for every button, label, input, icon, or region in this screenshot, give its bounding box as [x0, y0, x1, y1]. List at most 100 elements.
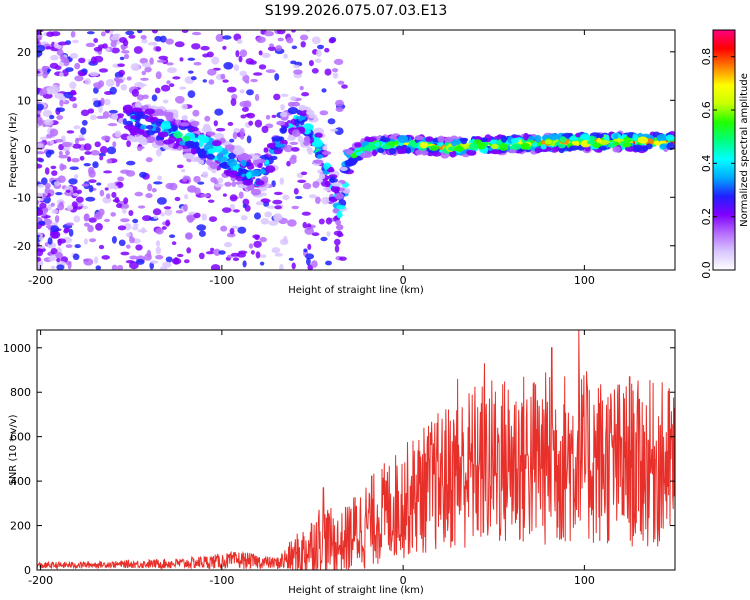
spectrogram-cell — [44, 187, 51, 194]
spectrogram-cell — [136, 258, 145, 265]
spectrogram-cell — [69, 81, 77, 89]
spectrogram-cell — [132, 218, 139, 224]
spectrogram-cell — [207, 68, 217, 76]
spectrogram-cell — [248, 243, 254, 249]
spectrogram-cell — [74, 174, 79, 179]
spectrogram-cell — [298, 104, 307, 111]
spectrogram-cell — [245, 58, 254, 65]
spectrogram-cell — [111, 236, 117, 244]
spectrogram-cell — [71, 158, 80, 163]
spectrogram-cell — [68, 228, 74, 237]
spectrogram-cell — [38, 236, 44, 241]
spectrogram-cell — [114, 130, 121, 138]
spectrogram-cell — [377, 148, 385, 153]
spectrogram-cell — [126, 76, 132, 81]
spectrogram-cell — [181, 30, 189, 33]
spectrogram-cell — [104, 218, 110, 223]
spectrogram-cell — [133, 223, 139, 227]
spectrogram-cell — [155, 246, 161, 255]
spectrogram-cell — [299, 109, 308, 117]
spectrogram-cell — [182, 135, 189, 142]
spectrogram-cell — [112, 33, 121, 38]
spectrogram-cell — [306, 257, 311, 266]
spectrogram-cell — [237, 154, 249, 163]
spectrogram-cell — [82, 205, 89, 210]
spectrogram-cell — [255, 180, 265, 186]
spectrogram-cell — [241, 107, 249, 112]
spectrogram-cell — [56, 49, 64, 56]
spectrogram-cell — [49, 128, 59, 137]
spectrogram-cell — [153, 181, 163, 185]
spectrogram-cell — [185, 233, 193, 239]
spectrogram-cell — [55, 192, 63, 196]
spectrogram-cell — [122, 104, 133, 113]
spectrogram-cell — [169, 234, 176, 238]
spectrogram-y-tick-label: 0 — [24, 143, 31, 156]
spectrogram-cell — [224, 144, 236, 150]
spectrogram-cell — [80, 127, 87, 135]
spectrogram-cell — [98, 152, 106, 157]
spectrogram-y-tick-label: -10 — [13, 191, 31, 204]
spectrogram-cell — [58, 154, 68, 159]
spectrogram-cell — [51, 170, 58, 176]
spectrogram-cell — [37, 30, 42, 36]
spectrogram-cell — [227, 121, 234, 126]
spectrogram-cell — [274, 73, 280, 81]
spectrogram-cell — [341, 84, 348, 89]
spectrogram-cell — [637, 132, 643, 138]
spectrogram-cell — [354, 142, 362, 148]
spectrogram-cell — [83, 238, 88, 245]
spectrogram-cell — [50, 202, 55, 207]
spectrogram-cell — [332, 72, 339, 79]
spectrogram-cell — [548, 133, 559, 141]
spectrogram-cell — [229, 138, 235, 143]
spectrogram-cell — [279, 127, 287, 134]
spectrogram-cell — [300, 41, 306, 48]
spectrogram-cell — [38, 245, 46, 249]
snr-x-tick-label: 100 — [574, 574, 595, 587]
spectrogram-cell — [279, 264, 284, 270]
spectrogram-cell — [328, 197, 338, 203]
colorbar-scale — [712, 29, 736, 271]
spectrogram-cell — [607, 143, 616, 148]
spectrogram-cell — [233, 64, 240, 71]
spectrogram-cell — [280, 93, 289, 97]
spectrogram-cell — [613, 133, 619, 140]
spectrogram-cell — [235, 50, 240, 58]
spectrogram-cell — [171, 241, 177, 246]
spectrogram-cell — [57, 203, 65, 211]
spectrogram-cell — [37, 163, 43, 169]
spectrogram-cell — [59, 163, 65, 171]
spectrogram-cell — [151, 30, 158, 34]
spectrogram-cell — [283, 53, 288, 59]
spectrogram-cell — [425, 136, 431, 142]
spectrogram-cell — [98, 244, 105, 250]
spectrogram-cell — [227, 170, 239, 176]
spectrogram-cell — [49, 114, 55, 120]
spectrogram-cell — [303, 140, 310, 146]
spectrogram-cell — [267, 46, 277, 52]
spectrogram-cell — [633, 144, 643, 152]
spectrogram-cell — [214, 108, 224, 116]
spectrogram-cell — [37, 35, 42, 41]
spectrogram-cell — [311, 260, 318, 268]
spectrogram-cell — [290, 96, 297, 101]
spectrogram-cell — [181, 103, 188, 110]
spectrogram-cell — [74, 62, 81, 70]
spectrogram-cell — [168, 136, 177, 144]
spectrogram-cell — [242, 74, 250, 83]
spectrogram-cell — [321, 151, 332, 155]
spectrogram-cell — [558, 143, 566, 149]
spectrogram-cell — [222, 45, 227, 50]
spectrogram-cell — [125, 232, 132, 238]
spectrogram-cell — [37, 151, 45, 155]
spectrogram-cell — [57, 41, 68, 46]
spectrogram-cell — [660, 139, 667, 145]
spectrogram-cell — [99, 146, 108, 154]
spectrogram-cell — [218, 162, 228, 168]
spectrogram-cell — [141, 62, 152, 68]
spectrogram-cell — [129, 129, 135, 134]
spectrogram-cell — [123, 197, 129, 205]
spectrogram-cell — [272, 199, 283, 205]
spectrogram-cell — [142, 94, 149, 100]
